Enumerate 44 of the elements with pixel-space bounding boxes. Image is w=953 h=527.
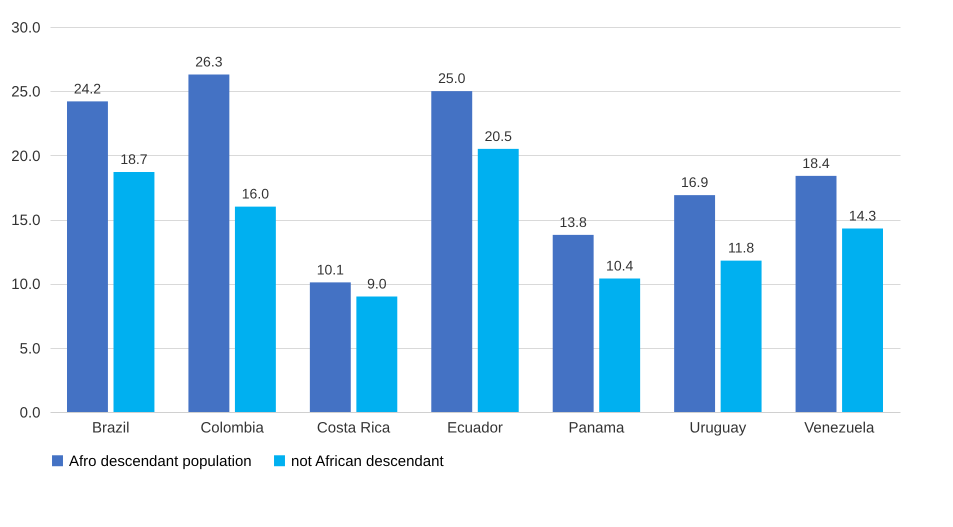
data-label: 16.9 xyxy=(680,174,708,190)
bar xyxy=(67,101,108,412)
y-tick-label: 0.0 xyxy=(20,404,40,422)
data-label: 13.8 xyxy=(560,214,588,230)
data-label: 10.4 xyxy=(606,258,634,274)
data-label: 14.3 xyxy=(848,207,876,224)
y-tick-label: 20.0 xyxy=(11,148,40,165)
data-label: 18.7 xyxy=(120,151,148,168)
x-tick-label: Brazil xyxy=(92,420,130,436)
data-label: 25.0 xyxy=(438,70,466,86)
y-tick-label: 15.0 xyxy=(11,212,40,229)
bar xyxy=(552,234,594,412)
y-tick-label: 25.0 xyxy=(11,84,40,101)
bar xyxy=(478,148,519,412)
data-label: 16.0 xyxy=(242,186,270,202)
x-tick-label: Ecuador xyxy=(447,420,503,436)
bar xyxy=(234,206,276,412)
bar xyxy=(599,278,640,412)
y-tick-label: 10.0 xyxy=(11,276,40,294)
data-label: 20.5 xyxy=(484,128,512,144)
bar xyxy=(674,195,716,412)
data-label: 10.1 xyxy=(316,261,344,278)
data-label: 18.4 xyxy=(802,154,830,171)
x-tick-label: Panama xyxy=(568,420,626,436)
bar xyxy=(842,228,883,412)
data-label: 26.3 xyxy=(195,53,223,70)
x-tick-label: Venezuela xyxy=(804,420,875,436)
x-tick-label: Colombia xyxy=(200,420,264,436)
legend-label: not African descendant xyxy=(291,452,444,470)
bar xyxy=(796,176,836,412)
x-tick-label: Costa Rica xyxy=(316,420,391,436)
bar xyxy=(114,172,154,412)
bar xyxy=(431,91,472,412)
y-tick-label: 30.0 xyxy=(11,20,40,36)
data-label: 11.8 xyxy=(728,240,754,256)
bar xyxy=(188,74,230,412)
bar xyxy=(720,260,762,412)
legend-label: Afro descendant population xyxy=(69,452,252,470)
y-tick-label: 5.0 xyxy=(20,340,40,358)
bar xyxy=(356,296,398,412)
x-tick-label: Uruguay xyxy=(690,420,747,436)
bar xyxy=(310,282,351,412)
data-label: 9.0 xyxy=(367,276,387,292)
data-label: 24.2 xyxy=(74,80,102,96)
